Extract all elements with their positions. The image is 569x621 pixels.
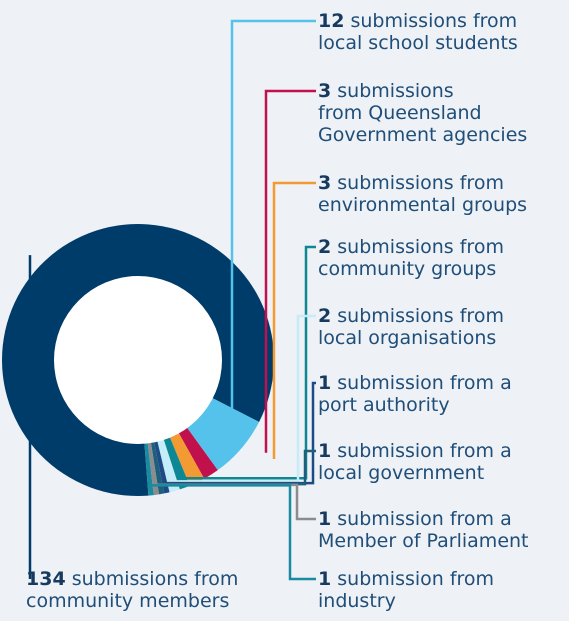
- label-line: community members: [26, 590, 230, 612]
- slice-label: 1 submission from a Member of Parliament: [318, 508, 529, 552]
- slice-label: 1 submission from a local government: [318, 440, 512, 484]
- label-line: Member of Parliament: [318, 530, 529, 552]
- slice-count: 3: [318, 172, 332, 194]
- label-line: 1 submission from: [318, 568, 495, 590]
- slice-label: 3 submissions from environmental groups: [318, 172, 527, 216]
- slice-count: 2: [318, 236, 332, 258]
- leader-line: [150, 484, 316, 581]
- label-line: environmental groups: [318, 194, 528, 216]
- label-line: 1 submission from a: [318, 372, 512, 394]
- slice-label: 134 submissions from community members: [26, 568, 238, 612]
- label-line: 1 submission from a: [318, 440, 512, 462]
- donut-hole: [54, 276, 222, 444]
- label-line: 12 submissions from: [318, 10, 518, 32]
- slice-count: 134: [26, 568, 66, 590]
- label-line: 2 submissions from: [318, 236, 504, 258]
- slice-count: 12: [318, 10, 345, 32]
- slice-label: 1 submission from industry: [318, 568, 494, 612]
- slice-label: 12 submissions from local school students: [318, 10, 518, 54]
- label-line: 3 submissions: [318, 80, 454, 102]
- label-line: community groups: [318, 258, 497, 280]
- label-line: 1 submission from a: [318, 508, 512, 530]
- label-line: 3 submissions from: [318, 172, 504, 194]
- leader-line: [155, 483, 316, 521]
- label-line: 134 submissions from: [26, 568, 239, 590]
- label-line: local organisations: [318, 327, 497, 349]
- slice-count: 2: [318, 305, 332, 327]
- leader-line: [264, 89, 316, 453]
- label-line: local school students: [318, 32, 518, 54]
- slice-label: 3 submissions from Queensland Government a…: [318, 80, 527, 146]
- slice-count: 1: [318, 568, 332, 590]
- leader-lines: [28, 19, 316, 581]
- label-line: local government: [318, 462, 485, 484]
- slice-label: 2 submissions from community groups: [318, 236, 504, 280]
- slice-label: 2 submissions from local organisations: [318, 305, 504, 349]
- label-line: Government agencies: [318, 124, 528, 146]
- label-line: from Queensland: [318, 102, 482, 124]
- slice-count: 1: [318, 440, 332, 462]
- slice-label: 1 submission from a port authority: [318, 372, 512, 416]
- slice-count: 1: [318, 372, 332, 394]
- slice-count: 1: [318, 508, 332, 530]
- label-line: industry: [318, 590, 396, 612]
- leader-line: [230, 19, 316, 432]
- label-line: 2 submissions from: [318, 305, 504, 327]
- slice-count: 3: [318, 80, 332, 102]
- leader-line: [181, 245, 316, 480]
- label-line: port authority: [318, 394, 450, 416]
- leader-line: [272, 181, 316, 460]
- leader-line: [171, 314, 316, 483]
